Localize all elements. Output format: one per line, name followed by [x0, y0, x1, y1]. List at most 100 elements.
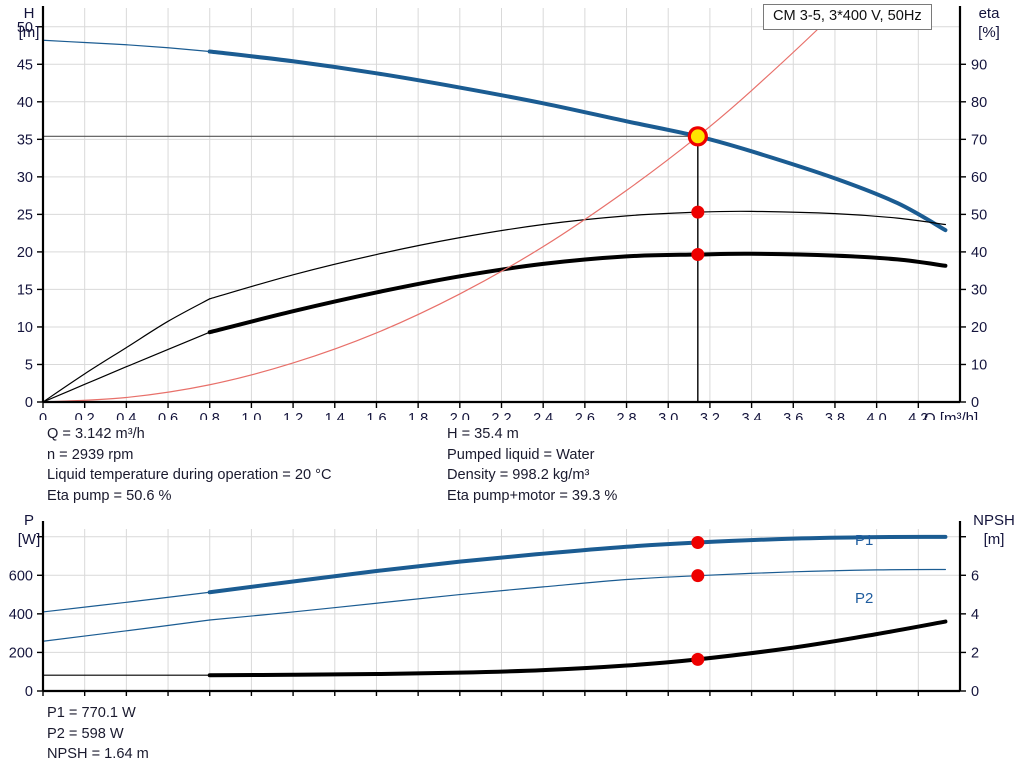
left-axis-ticklabel: 35	[17, 132, 33, 148]
curve-system-curve	[43, 8, 841, 402]
x-axis-ticklabel: 0	[39, 411, 47, 420]
left-axis-ticklabel: 200	[9, 645, 33, 661]
left-axis-ticklabel: 20	[17, 245, 33, 261]
duty-info-left-line-4: Eta pump = 50.6 %	[47, 487, 172, 504]
y-right-axis-unit: [m]	[984, 531, 1005, 548]
left-axis-ticklabel: 5	[25, 357, 33, 373]
duty-point-marker-npsh[interactable]	[691, 652, 705, 666]
right-axis-ticklabel: 60	[971, 170, 987, 186]
y-left-axis-title: P	[24, 515, 34, 529]
x-axis-ticklabel: 1.0	[241, 411, 261, 420]
left-axis-ticklabel: 45	[17, 57, 33, 73]
power-info-line-3: NPSH = 1.64 m	[47, 746, 149, 762]
x-axis-ticklabel: 4.0	[867, 411, 887, 420]
x-axis-ticklabel: 3.0	[658, 411, 678, 420]
right-axis-ticklabel: 0	[971, 395, 979, 411]
left-axis-ticklabel: 0	[25, 395, 33, 411]
left-axis-ticklabel: 400	[9, 607, 33, 623]
right-axis-ticklabel: 80	[971, 95, 987, 111]
x-axis-ticklabel: 0.4	[116, 411, 136, 420]
pump-model-titlebox: CM 3-5, 3*400 V, 50Hz	[763, 4, 932, 30]
curve-eta-pump-motor	[207, 251, 948, 335]
curve-npsh	[207, 619, 948, 678]
curve-p2	[209, 568, 947, 621]
x-axis-title: Q [m³/h]	[924, 410, 978, 420]
left-axis-ticklabel: 25	[17, 207, 33, 223]
power-info-line-1: P1 = 770.1 W	[47, 705, 136, 721]
x-axis-ticklabel: 3.8	[825, 411, 845, 420]
x-axis-ticklabel: 2.6	[575, 411, 595, 420]
curve-eta-pump-motor-extrapolated	[43, 331, 211, 402]
duty-info-right-line-3: Density = 998.2 kg/m³	[447, 467, 590, 483]
right-axis-ticklabel: 50	[971, 207, 987, 223]
x-axis-ticklabel: 1.2	[283, 411, 303, 420]
duty-point-marker-eta-pump-motor[interactable]	[691, 248, 705, 262]
y-left-axis-unit: [m]	[19, 24, 40, 41]
left-axis-ticklabel: 30	[17, 170, 33, 186]
duty-info-right-line-2: Pumped liquid = Water	[447, 446, 595, 463]
right-axis-ticklabel: 2	[971, 645, 979, 661]
x-axis-ticklabel: 3.4	[742, 411, 762, 420]
duty-point-marker-head[interactable]	[687, 126, 708, 147]
duty-info-left: Q = 3.142 m³/h n = 2939 rpm Liquid tempera…	[47, 424, 332, 506]
curve-eta-pump	[209, 210, 947, 300]
left-axis-ticklabel: 40	[17, 95, 33, 111]
curve-p2-extrapolated	[43, 619, 211, 642]
duty-point-marker-p2[interactable]	[691, 569, 705, 583]
x-axis-ticklabel: 3.6	[783, 411, 803, 420]
duty-info-left-line-3: Liquid temperature during operation = 20…	[47, 467, 332, 483]
right-axis-ticklabel: 20	[971, 320, 987, 336]
curve-h-head-	[207, 49, 948, 233]
y-left-axis-unit: [W]	[18, 531, 41, 548]
bottom-chart-group: 0 200 400 600 0 2 4 6 P [W] NPSH [m] P1 P2	[9, 515, 1015, 700]
x-axis-ticklabel: 2.0	[450, 411, 470, 420]
x-axis-ticklabel: 0.2	[75, 411, 95, 420]
top-chart-group: 0 5 10 15 20 25 30 35 40 45 50 0 10 20 30 40 50 60 70 80 90 0…	[17, 5, 1001, 420]
duty-info-right-line-4: Eta pump+motor = 39.3 %	[447, 487, 618, 504]
duty-info-left-line-1: Q = 3.142 m³/h	[47, 426, 145, 442]
right-axis-ticklabel: 40	[971, 245, 987, 261]
top-curves	[43, 8, 948, 402]
right-axis-ticklabel: 10	[971, 357, 987, 373]
right-axis-ticklabel: 4	[971, 607, 979, 623]
power-info-line-2: P2 = 598 W	[47, 725, 124, 742]
bottom-curves	[43, 534, 948, 678]
head-eta-chart: 0 5 10 15 20 25 30 35 40 45 50 0 10 20 30 40 50 60 70 80 90 0…	[17, 5, 1001, 420]
x-axis-ticklabel: 1.6	[366, 411, 386, 420]
curve-p1	[207, 534, 948, 595]
curve-label-p1: P1	[855, 532, 873, 549]
power-npsh-chart: 0 200 400 600 0 2 4 6 P [W] NPSH [m] P1 P2	[9, 515, 1015, 700]
x-axis-ticklabel: 2.2	[491, 411, 511, 420]
y-right-axis-title: NPSH	[973, 515, 1015, 529]
left-axis-ticklabel: 600	[9, 568, 33, 584]
right-axis-ticklabel: 70	[971, 132, 987, 148]
power-info: P1 = 770.1 W P2 = 598 W NPSH = 1.64 m	[47, 703, 149, 765]
duty-point-marker-eta-pump[interactable]	[691, 205, 705, 219]
x-axis-ticklabel: 4.2	[908, 411, 928, 420]
right-axis-ticklabel: 30	[971, 282, 987, 298]
right-axis-ticklabel: 0	[971, 684, 979, 700]
x-axis-ticklabel: 1.4	[325, 411, 345, 420]
x-axis-ticklabel: 1.8	[408, 411, 428, 420]
duty-info-left-line-2: n = 2939 rpm	[47, 446, 134, 463]
left-axis-ticklabel: 0	[25, 684, 33, 700]
x-axis-ticklabel: 2.4	[533, 411, 553, 420]
y-left-axis-title: H	[24, 5, 35, 22]
y-right-axis-title: eta	[979, 5, 1001, 22]
duty-info-right-line-1: H = 35.4 m	[447, 426, 519, 442]
x-axis-ticklabel: 2.8	[616, 411, 636, 420]
duty-info-right: H = 35.4 m Pumped liquid = Water Density =…	[447, 424, 617, 506]
left-axis-ticklabel: 10	[17, 320, 33, 336]
curve-label-p2: P2	[855, 590, 873, 607]
right-axis-ticklabel: 90	[971, 57, 987, 73]
x-axis-ticklabel: 0.6	[158, 411, 178, 420]
left-axis-ticklabel: 15	[17, 282, 33, 298]
curve-eta-pump-extrapolated	[43, 298, 211, 402]
curve-h-head-extrapolated	[43, 39, 211, 53]
y-right-axis-unit: [%]	[978, 24, 1000, 41]
duty-point-marker-p1[interactable]	[691, 535, 705, 549]
curve-p1-extrapolated	[43, 591, 211, 613]
right-axis-ticklabel: 6	[971, 568, 979, 584]
left-axis-ticklabel: 50	[17, 20, 33, 36]
